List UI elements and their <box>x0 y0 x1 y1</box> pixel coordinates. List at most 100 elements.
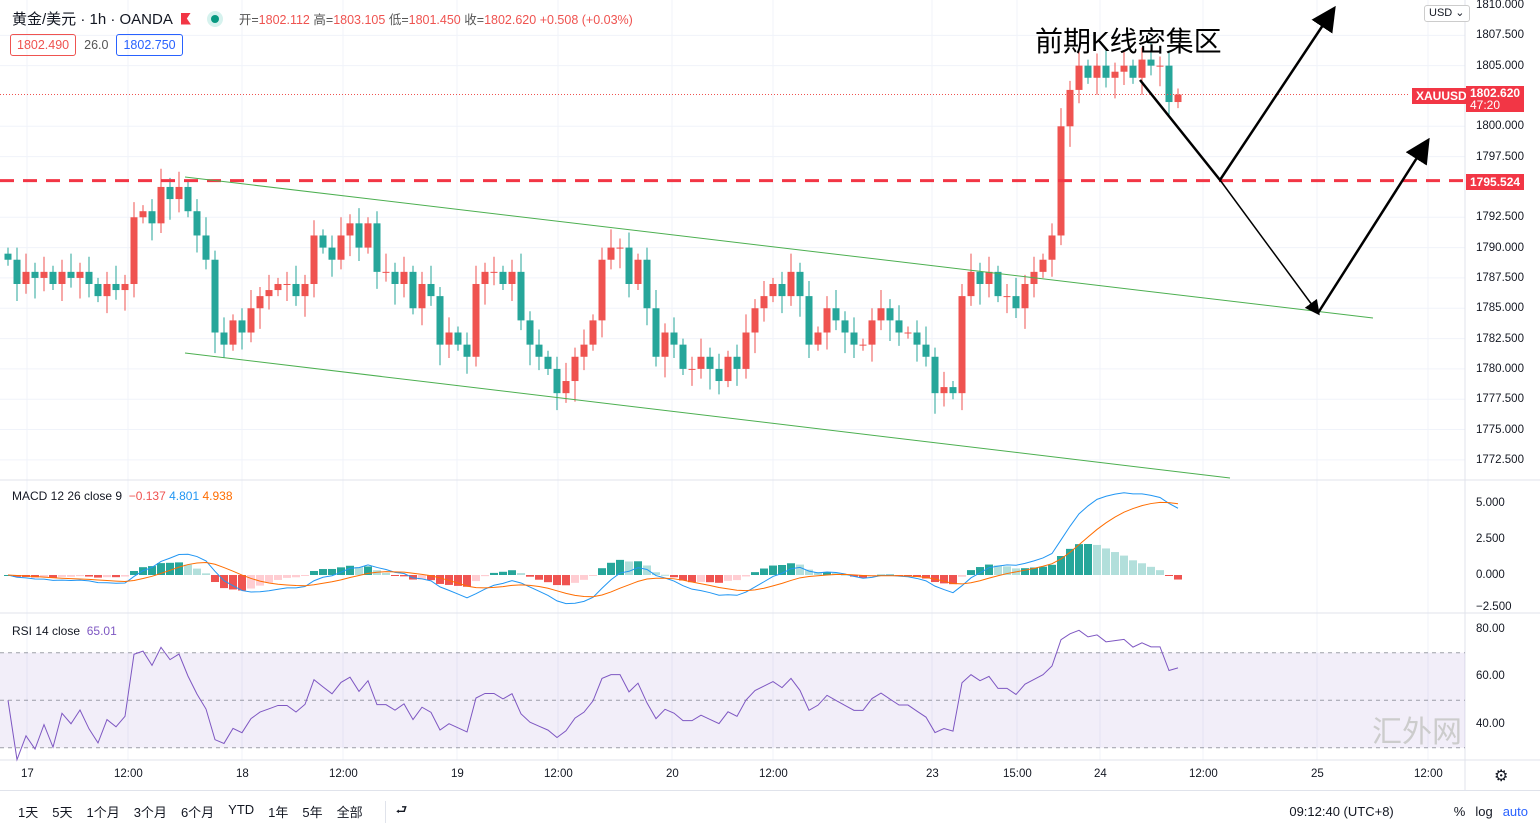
price-axis-label: 1805.000 <box>1476 59 1524 72</box>
range-button[interactable]: 3个月 <box>133 805 167 820</box>
macd-histogram-bar <box>355 567 363 575</box>
range-button[interactable]: 5年 <box>302 805 323 820</box>
macd-histogram-bar <box>454 575 462 586</box>
candle-body <box>841 320 849 333</box>
symbol-title[interactable]: 黄金/美元 · 1h · OANDA <box>12 11 173 28</box>
macd-histogram-bar <box>1174 575 1182 580</box>
candle-body <box>805 296 813 345</box>
time-axis-label: 12:00 <box>114 768 143 780</box>
candle-body <box>319 235 327 248</box>
price-axis-label: 1775.000 <box>1476 423 1524 436</box>
candle-body <box>688 368 696 370</box>
candle-body <box>1129 65 1137 78</box>
candle-body <box>1039 259 1047 272</box>
candle-body <box>1021 283 1029 309</box>
range-button[interactable]: YTD <box>228 802 255 817</box>
macd-histogram-bar <box>202 573 210 575</box>
candle-body <box>139 211 147 218</box>
candle-body <box>886 308 894 321</box>
macd-histogram-bar <box>283 575 291 578</box>
quote-boxes: 1802.490 26.0 1802.750 <box>10 34 183 56</box>
time-axis-label: 15:00 <box>1003 768 1032 780</box>
range-button[interactable]: 全部 <box>336 805 363 820</box>
candle-body <box>994 271 1002 297</box>
macd-histogram-bar <box>994 565 1002 575</box>
chart-canvas[interactable] <box>0 0 1540 790</box>
range-button[interactable]: 6个月 <box>180 805 215 820</box>
macd-histogram-bar <box>409 575 417 580</box>
macd-axis-label: 5.000 <box>1476 497 1505 509</box>
macd-histogram-bar <box>760 568 768 575</box>
macd-histogram-bar <box>1120 555 1128 575</box>
candle-body <box>724 356 732 382</box>
candle-body <box>1075 65 1083 90</box>
candle-body <box>265 290 273 297</box>
range-button[interactable]: 1天 <box>18 805 39 820</box>
candle-body <box>697 356 705 369</box>
range-button[interactable]: 1年 <box>268 805 289 820</box>
macd-histogram-bar <box>580 575 588 580</box>
candle-body <box>715 368 723 382</box>
macd-histogram-bar <box>427 575 435 581</box>
macd-histogram-bar <box>652 572 660 575</box>
macd-histogram-bar <box>103 575 111 578</box>
macd-legend: MACD 12 26 close 9 −0.137 4.801 4.938 <box>12 489 233 503</box>
candle-body <box>976 271 984 284</box>
macd-histogram-bar <box>247 575 255 589</box>
macd-histogram-bar <box>67 575 75 577</box>
sell-button[interactable]: 1802.490 <box>10 34 77 56</box>
buy-button[interactable]: 1802.750 <box>116 34 183 56</box>
percent-toggle[interactable]: % <box>1453 804 1466 819</box>
log-toggle[interactable]: log <box>1475 804 1493 819</box>
macd-histogram-bar <box>688 575 696 583</box>
macd-histogram-bar <box>1102 548 1110 575</box>
settings-gear-icon[interactable]: ⚙ <box>1494 768 1509 785</box>
auto-toggle[interactable]: auto <box>1502 804 1528 819</box>
candle-body <box>733 356 741 369</box>
macd-histogram-bar <box>184 564 192 575</box>
candle-body <box>562 381 570 394</box>
candle-body <box>895 320 903 333</box>
macd-histogram-bar <box>733 575 741 581</box>
candle-body <box>877 308 885 321</box>
macd-histogram-bar <box>751 572 759 575</box>
candle-body <box>373 223 381 272</box>
candle-body <box>436 296 444 345</box>
macd-histogram-bar <box>1066 548 1074 575</box>
candle-body <box>589 320 597 345</box>
goto-date-icon[interactable]: ⮐ <box>384 800 407 823</box>
candle-body <box>364 223 372 248</box>
candle-body <box>1174 94 1182 103</box>
candle-body <box>580 344 588 357</box>
candle-body <box>652 308 660 357</box>
time-axis-label: 25 <box>1311 768 1324 780</box>
range-button[interactable]: 1个月 <box>86 805 120 820</box>
candle-body <box>634 259 642 284</box>
macd-histogram-bar <box>391 575 399 576</box>
candle-body <box>796 271 804 297</box>
macd-histogram-bar <box>976 567 984 575</box>
candle-body <box>643 259 651 309</box>
macd-histogram-bar <box>1048 564 1056 575</box>
macd-histogram-bar <box>1111 552 1119 575</box>
candle-body <box>418 283 426 309</box>
candle-body <box>490 271 498 273</box>
macd-histogram-bar <box>463 575 471 587</box>
rsi-legend: RSI 14 close 65.01 <box>12 624 117 638</box>
currency-select[interactable]: USD ⌄ <box>1424 5 1470 22</box>
macd-histogram-bar <box>1039 566 1047 575</box>
candle-body <box>1147 59 1155 66</box>
candle-body <box>103 283 111 297</box>
macd-histogram-bar <box>1147 566 1155 575</box>
macd-histogram-bar <box>706 575 714 583</box>
candle-body <box>472 283 480 357</box>
clock[interactable]: 09:12:40 (UTC+8) <box>1289 804 1394 819</box>
macd-histogram-bar <box>931 575 939 583</box>
flag-icon[interactable] <box>180 12 191 25</box>
macd-histogram-bar <box>985 564 993 575</box>
candle-body <box>1048 235 1056 260</box>
range-button[interactable]: 5天 <box>52 805 73 820</box>
candle-body <box>625 247 633 284</box>
candle-body <box>220 332 228 345</box>
macd-histogram-bar <box>220 575 228 589</box>
